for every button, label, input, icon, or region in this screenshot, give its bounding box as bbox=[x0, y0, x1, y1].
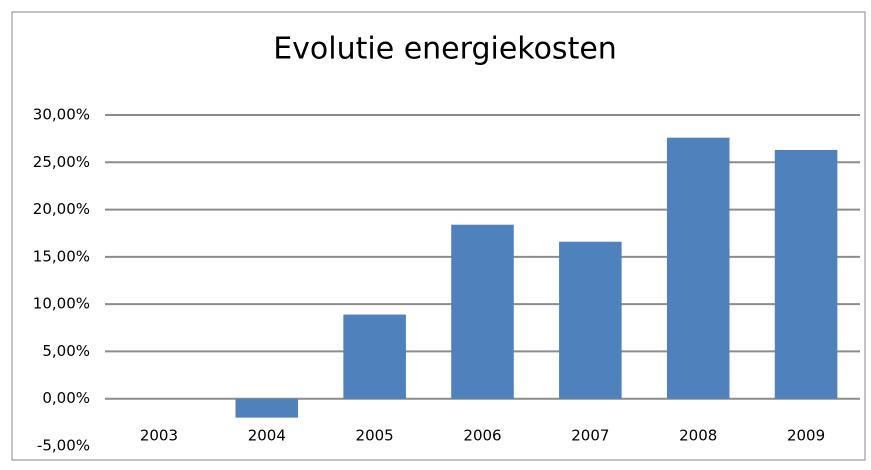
bar bbox=[451, 224, 514, 399]
bar bbox=[343, 314, 406, 399]
bar bbox=[559, 241, 622, 399]
x-tick-label: 2008 bbox=[679, 427, 717, 445]
bar bbox=[666, 137, 730, 399]
y-tick-label: 15,00% bbox=[33, 247, 90, 265]
chart-title: Evolutie energiekosten bbox=[273, 32, 617, 67]
x-tick-label: 2007 bbox=[571, 427, 609, 445]
x-tick-label: 2009 bbox=[787, 427, 825, 445]
y-tick-label: 10,00% bbox=[33, 295, 90, 313]
bar bbox=[235, 398, 299, 418]
x-tick-label: 2003 bbox=[140, 427, 178, 445]
y-tick-label: 0,00% bbox=[42, 389, 90, 407]
y-tick-label: 25,00% bbox=[33, 153, 90, 171]
y-tick-label: 5,00% bbox=[42, 342, 90, 360]
x-tick-label: 2006 bbox=[463, 427, 501, 445]
y-tick-label: 30,00% bbox=[33, 106, 90, 124]
y-tick-label: 20,00% bbox=[33, 200, 90, 218]
x-tick-label: 2005 bbox=[356, 427, 394, 445]
x-tick-label: 2004 bbox=[248, 427, 286, 445]
chart-border bbox=[11, 11, 866, 461]
bar bbox=[774, 149, 838, 399]
y-tick-label: -5,00% bbox=[37, 437, 90, 455]
